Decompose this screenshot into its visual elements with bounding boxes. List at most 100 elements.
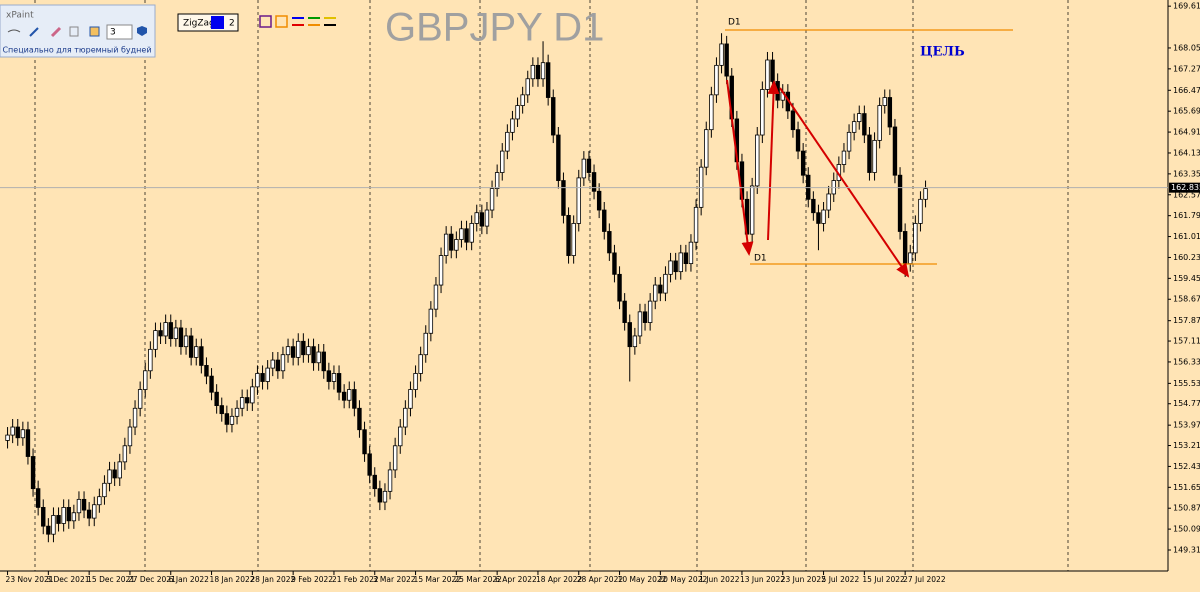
candle-body bbox=[668, 260, 673, 275]
candle-body bbox=[35, 488, 41, 508]
candle-body bbox=[469, 223, 474, 243]
candle-body bbox=[66, 507, 71, 522]
candle-body bbox=[892, 126, 898, 176]
candle-body bbox=[250, 386, 255, 404]
candle-body bbox=[311, 346, 316, 364]
candle-body bbox=[658, 284, 663, 294]
y-tick-label: 160.230 bbox=[1173, 253, 1200, 262]
candle-body bbox=[770, 59, 775, 82]
y-tick-label: 156.330 bbox=[1173, 357, 1200, 366]
candle-body bbox=[663, 273, 668, 294]
candle-body bbox=[913, 223, 918, 254]
current-price-box bbox=[1169, 182, 1200, 193]
tool-shield[interactable] bbox=[137, 26, 147, 36]
candle-body bbox=[188, 335, 194, 358]
tool-pen[interactable] bbox=[29, 27, 39, 37]
tool-grid[interactable] bbox=[89, 26, 100, 37]
color-swatches[interactable] bbox=[259, 15, 336, 28]
y-tick-label: 157.110 bbox=[1173, 337, 1200, 346]
candle-body bbox=[71, 512, 77, 522]
candle-body bbox=[479, 212, 485, 227]
candle-body bbox=[755, 134, 760, 187]
candle-body bbox=[357, 407, 362, 431]
candle-body bbox=[525, 78, 530, 96]
candle-body bbox=[449, 233, 454, 251]
candle-body bbox=[290, 346, 296, 358]
candle-body bbox=[872, 139, 877, 173]
candle-body bbox=[15, 426, 20, 439]
candle-body bbox=[10, 426, 15, 436]
candle-body bbox=[418, 354, 423, 374]
candle-body bbox=[765, 59, 770, 90]
candle-body bbox=[403, 407, 408, 428]
y-tick-label: 158.670 bbox=[1173, 295, 1200, 304]
candle-body bbox=[591, 172, 597, 192]
x-tick-label: 1 Jun 2022 bbox=[699, 575, 740, 584]
candle-body bbox=[367, 453, 372, 476]
candle-body bbox=[183, 335, 189, 348]
tool-curve[interactable] bbox=[7, 29, 21, 33]
candle-body bbox=[168, 322, 173, 340]
candle-body bbox=[61, 507, 66, 524]
x-tick-label: 23 Nov 2021 bbox=[6, 575, 54, 584]
candle-body bbox=[204, 365, 209, 377]
y-tick-label: 157.870 bbox=[1173, 316, 1200, 325]
swatch[interactable] bbox=[259, 15, 272, 28]
candle-body bbox=[795, 129, 801, 152]
candle-body bbox=[158, 330, 163, 337]
candle-body bbox=[709, 94, 714, 131]
current-price-label: 162.835 bbox=[1171, 183, 1200, 192]
candle-body bbox=[234, 407, 240, 417]
candle-body bbox=[647, 300, 653, 323]
candle-body bbox=[443, 233, 449, 256]
candle-body bbox=[30, 456, 36, 490]
y-tick-label: 161.790 bbox=[1173, 211, 1200, 220]
candle-body bbox=[918, 198, 923, 224]
x-tick-label: 27 Jul 2022 bbox=[903, 575, 946, 584]
candle-body bbox=[688, 241, 694, 265]
candle-body bbox=[56, 515, 61, 524]
candle-body bbox=[46, 525, 51, 535]
x-tick-label: 6 Jan 2022 bbox=[169, 575, 209, 584]
candle-body bbox=[428, 308, 434, 334]
candle-body bbox=[143, 370, 148, 390]
x-tick-label: 3 Mar 2022 bbox=[373, 575, 416, 584]
candle-body bbox=[719, 43, 724, 66]
candle-body bbox=[571, 223, 576, 256]
candle-body bbox=[693, 206, 699, 243]
candle-body bbox=[51, 515, 56, 535]
candle-body bbox=[596, 190, 602, 211]
candle-body bbox=[617, 273, 622, 302]
candle-body bbox=[41, 507, 46, 527]
candle-body bbox=[530, 64, 536, 80]
candle-body bbox=[362, 429, 367, 455]
candle-body bbox=[637, 311, 643, 337]
candle-body bbox=[352, 389, 357, 409]
candle-body bbox=[316, 351, 321, 364]
candle-body bbox=[897, 174, 903, 232]
candle-body bbox=[255, 373, 260, 388]
candle-body bbox=[566, 214, 571, 256]
candle-body bbox=[194, 346, 199, 358]
tool-eraser[interactable] bbox=[50, 26, 62, 38]
candle-body bbox=[331, 373, 337, 382]
x-tick-label: 10 May 2022 bbox=[618, 575, 667, 584]
x-tick-label: 18 Jan 2022 bbox=[210, 575, 255, 584]
y-tick-label: 159.450 bbox=[1173, 274, 1200, 283]
annotation: D1 bbox=[728, 18, 741, 28]
swatch[interactable] bbox=[275, 15, 288, 28]
candle-body bbox=[704, 129, 709, 168]
candle-body bbox=[219, 405, 224, 415]
candle-body bbox=[296, 340, 301, 358]
candle-body bbox=[902, 231, 908, 265]
y-tick-label: 161.010 bbox=[1173, 232, 1200, 241]
indicator-color[interactable] bbox=[211, 16, 224, 29]
y-tick-label: 149.310 bbox=[1173, 546, 1200, 555]
indicator-box[interactable]: ZigZag 2 bbox=[177, 13, 239, 32]
tool-trash[interactable] bbox=[69, 26, 79, 37]
y-tick-label: 168.050 bbox=[1173, 43, 1200, 52]
candle-body bbox=[489, 188, 495, 211]
toolbar[interactable] bbox=[7, 24, 147, 40]
candle-body bbox=[714, 64, 719, 96]
width-input[interactable] bbox=[106, 24, 133, 40]
